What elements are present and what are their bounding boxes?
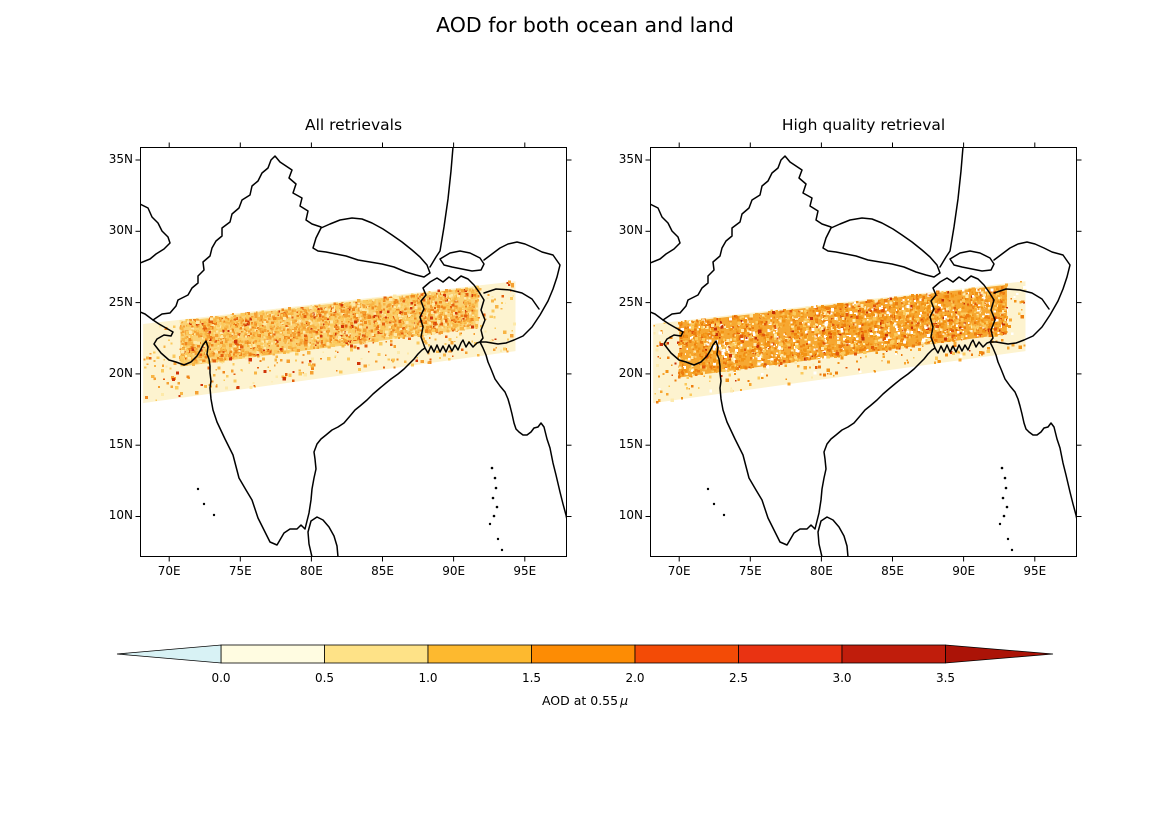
colorbar-tick-label: 2.5 bbox=[728, 671, 749, 685]
colorbar-segment bbox=[324, 644, 429, 664]
colorbar-segment bbox=[427, 644, 532, 664]
y-tick-label: 15N bbox=[108, 437, 133, 452]
aod-swath bbox=[143, 280, 516, 404]
y-tick-label: 35N bbox=[618, 151, 643, 166]
map-panel-all-retrievals: All retrievals 70E 75E 80E 85E 90E 95E 35N 30N 2… bbox=[109, 116, 572, 578]
colorbar-segment bbox=[634, 644, 739, 664]
aod-swath bbox=[653, 280, 1027, 404]
axis-ticks bbox=[645, 142, 1082, 562]
y-tick-label: 25N bbox=[618, 294, 643, 309]
y-tick-label: 30N bbox=[108, 223, 133, 238]
colorbar-under-arrow bbox=[116, 644, 222, 664]
panel-title: All retrievals bbox=[304, 116, 403, 134]
colorbar-label: AOD at 0.55 μ bbox=[541, 693, 629, 708]
x-tick-label: 95E bbox=[1023, 564, 1047, 578]
colorbar-bar bbox=[116, 644, 1054, 664]
axis-ticks bbox=[135, 142, 572, 562]
colorbar: AOD at 0.55 μ 0.0 0.5 1.0 1.5 2.0 2.5 3.0 3.5 bbox=[100, 638, 1070, 723]
x-tick-label: 70E bbox=[157, 564, 181, 578]
x-tick-label: 80E bbox=[809, 564, 833, 578]
y-tick-label: 35N bbox=[108, 151, 133, 166]
x-tick-label: 75E bbox=[228, 564, 252, 578]
colorbar-segment bbox=[531, 644, 636, 664]
swath-speckles bbox=[653, 280, 1027, 404]
axes-frame bbox=[140, 147, 567, 557]
y-tick-label: 20N bbox=[618, 365, 643, 380]
colorbar-segment bbox=[738, 644, 843, 664]
map-panel-high-quality: High quality retrieval 70E 75E 80E 85E 90E 95… bbox=[619, 116, 1082, 578]
swath-speckles bbox=[143, 280, 516, 402]
y-tick-label: 10N bbox=[108, 508, 133, 523]
map-axes bbox=[645, 142, 1082, 562]
x-tick-label: 95E bbox=[513, 564, 537, 578]
y-tick-label: 15N bbox=[618, 437, 643, 452]
map-axes bbox=[135, 142, 572, 562]
y-tick-label: 10N bbox=[618, 508, 643, 523]
colorbar-tick-label: 0.5 bbox=[314, 671, 335, 685]
x-tick-label: 90E bbox=[442, 564, 466, 578]
x-tick-label: 70E bbox=[667, 564, 691, 578]
colorbar-tick-label: 0.0 bbox=[211, 671, 231, 685]
axes-frame bbox=[650, 147, 1077, 557]
colorbar-tick-label: 2.0 bbox=[625, 671, 645, 685]
colorbar-segment bbox=[841, 644, 946, 664]
x-tick-label: 85E bbox=[881, 564, 904, 578]
colorbar-over-arrow bbox=[945, 644, 1054, 664]
y-tick-label: 30N bbox=[618, 223, 643, 238]
x-tick-label: 80E bbox=[299, 564, 323, 578]
x-tick-label: 75E bbox=[738, 564, 762, 578]
y-tick-label: 25N bbox=[108, 294, 133, 309]
panel-title: High quality retrieval bbox=[781, 116, 946, 134]
x-tick-label: 85E bbox=[371, 564, 394, 578]
colorbar-tick-label: 1.5 bbox=[521, 671, 542, 685]
colorbar-tick-label: 3.0 bbox=[832, 671, 852, 685]
x-tick-label: 90E bbox=[952, 564, 976, 578]
figure-title: AOD for both ocean and land bbox=[436, 13, 734, 37]
y-tick-label: 20N bbox=[108, 365, 133, 380]
colorbar-tick-label: 3.5 bbox=[935, 671, 956, 685]
colorbar-segment bbox=[220, 644, 325, 664]
colorbar-tick-label: 1.0 bbox=[418, 671, 438, 685]
mu-symbol: μ bbox=[620, 693, 629, 708]
